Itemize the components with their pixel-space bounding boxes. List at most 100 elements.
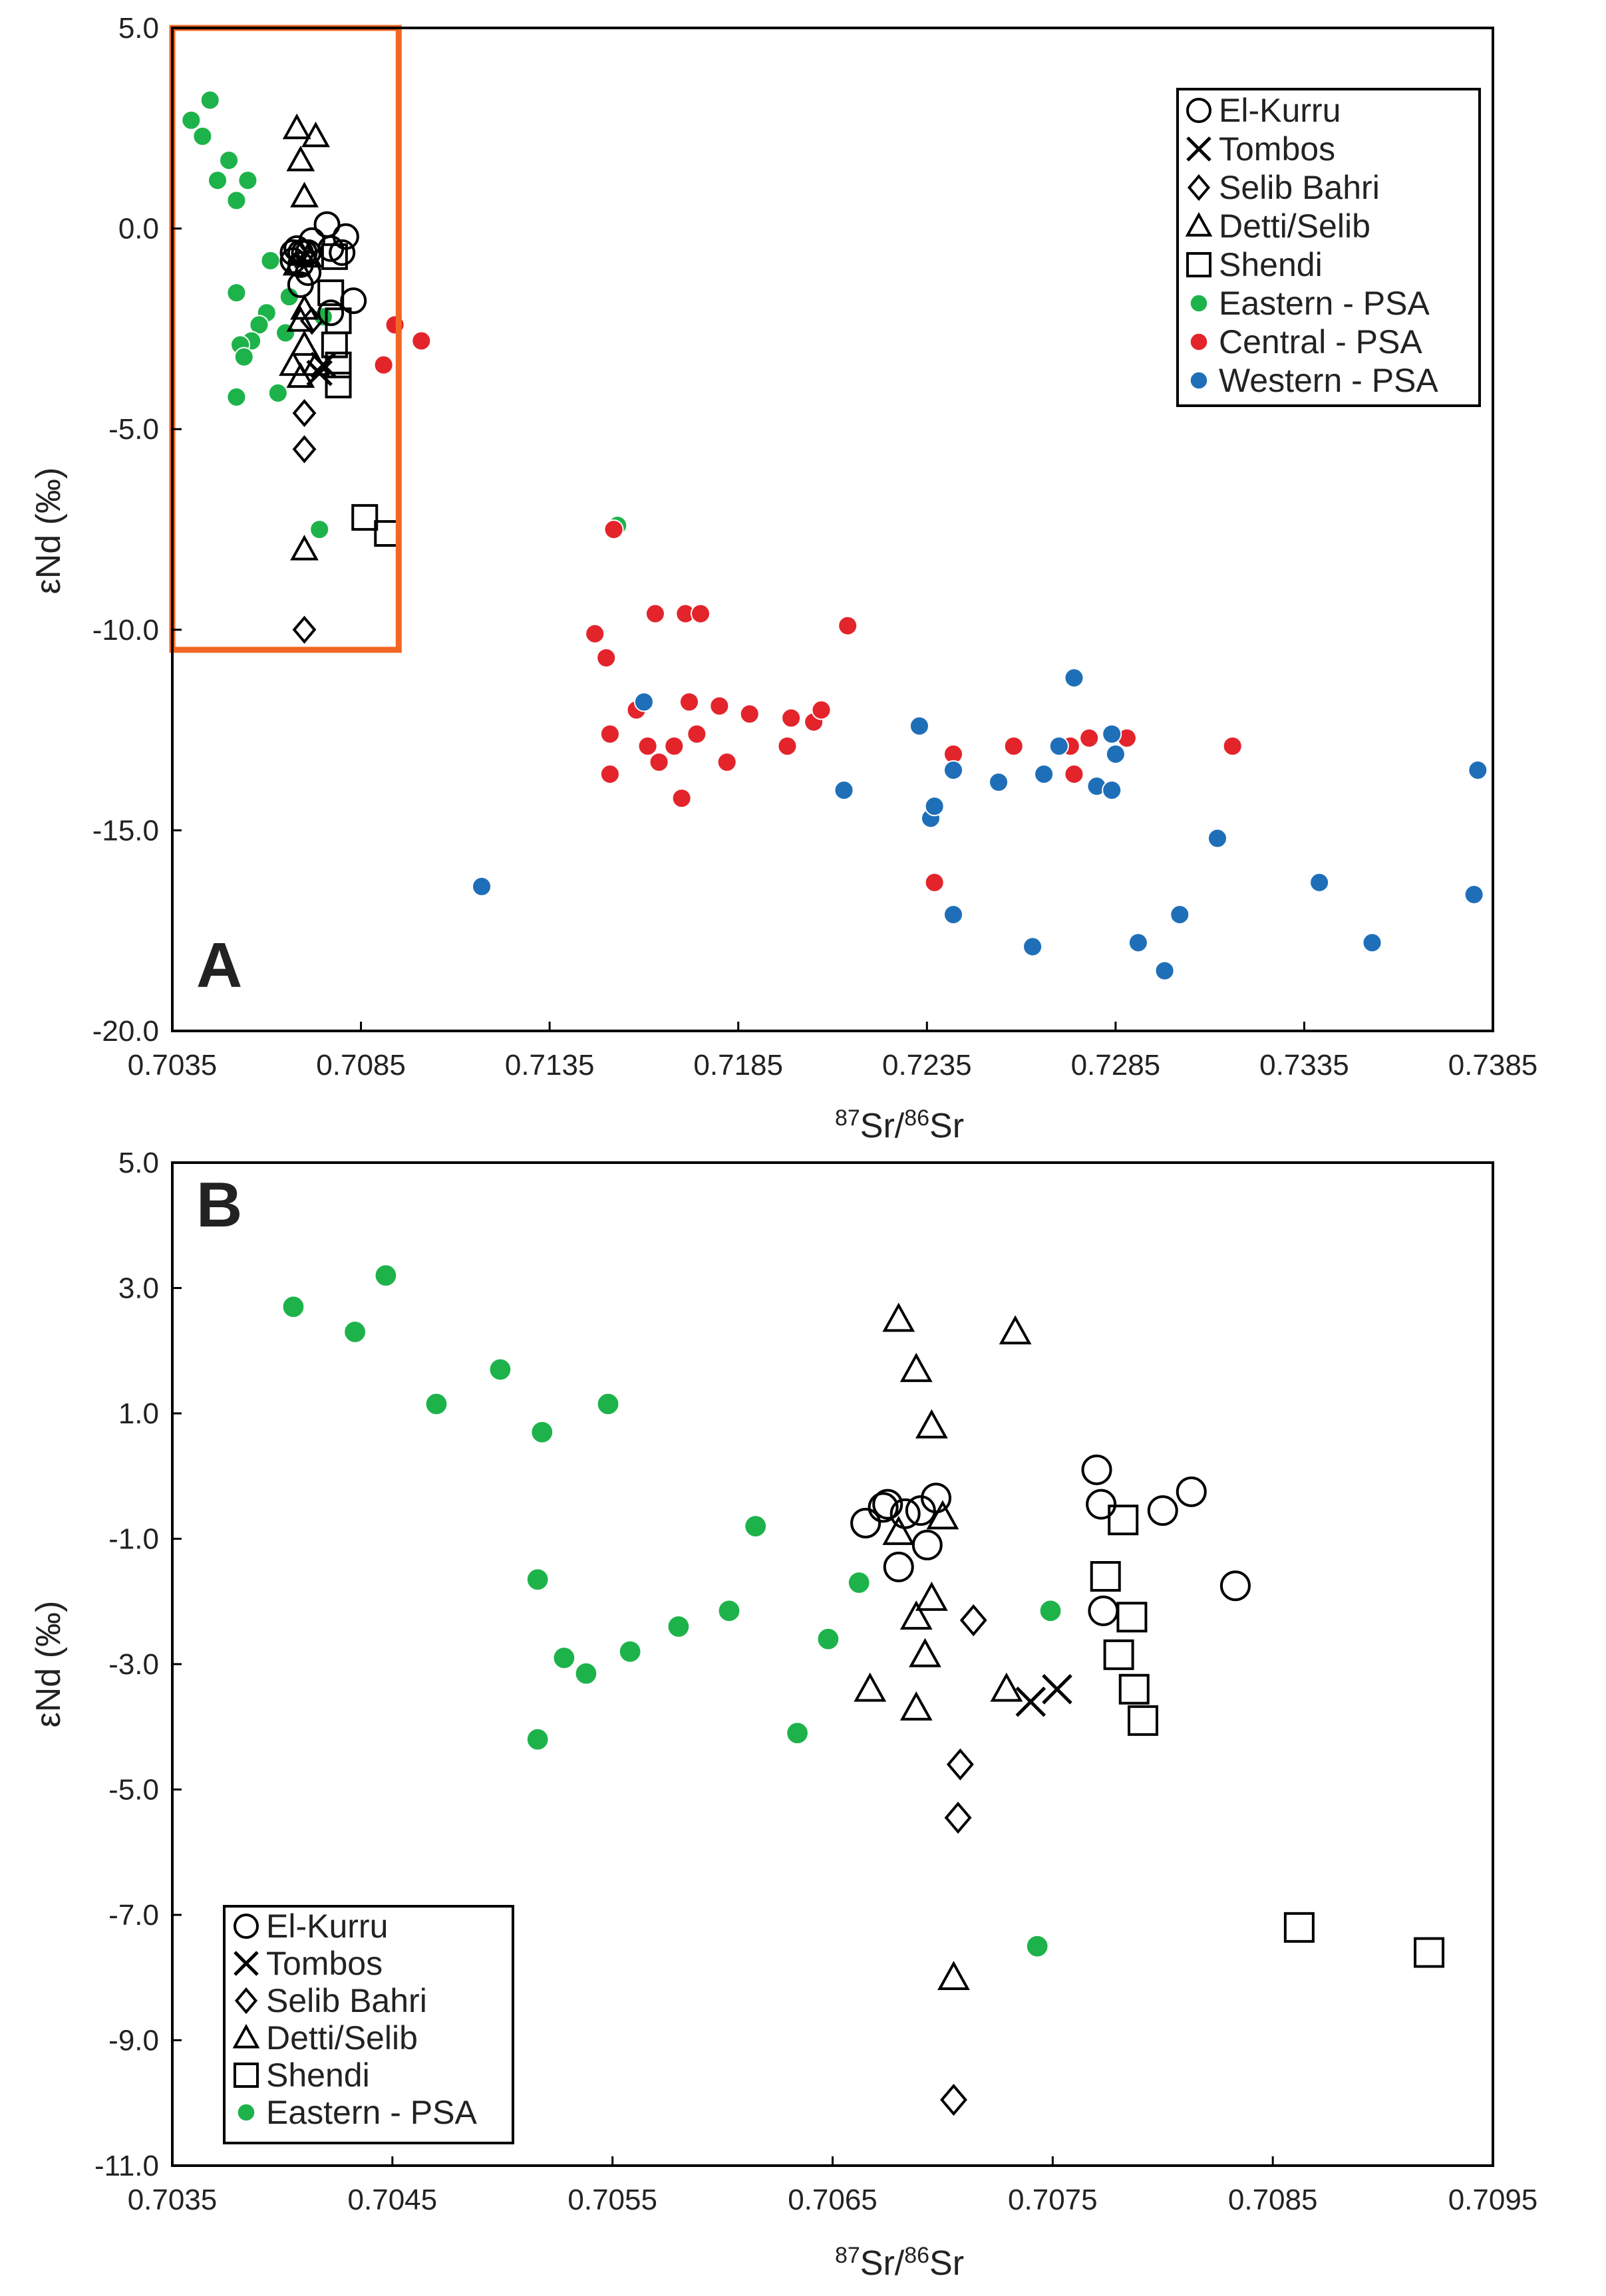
x-tick-label: 0.7285 bbox=[1071, 1049, 1161, 1081]
panel-b-marks bbox=[281, 1264, 1445, 2116]
point-detti-selib bbox=[854, 1672, 887, 1702]
point-western-psa bbox=[943, 760, 964, 780]
point-western-psa bbox=[1105, 744, 1126, 764]
series-detti-selib bbox=[854, 1302, 1032, 1991]
legend-marker-eastern-psa bbox=[236, 2102, 256, 2122]
legend-marker-tombos bbox=[234, 1951, 259, 1976]
legend-marker-detti-selib bbox=[232, 2023, 260, 2049]
legend-label-selib-bahri: Selib Bahri bbox=[1219, 169, 1380, 206]
point-eastern-psa bbox=[552, 1646, 576, 1669]
point-eastern-psa bbox=[234, 347, 254, 367]
point-shendi bbox=[325, 371, 352, 398]
panel-a-marks bbox=[181, 90, 1488, 981]
point-detti-selib bbox=[286, 145, 315, 172]
point-eastern-psa bbox=[1039, 1599, 1062, 1623]
point-shendi bbox=[351, 503, 379, 531]
point-el-kurru bbox=[1086, 1489, 1117, 1520]
x-tick-label: 0.7045 bbox=[348, 2184, 438, 2216]
x-tick-label: 0.7085 bbox=[316, 1049, 406, 1081]
x-tick-label: 0.7075 bbox=[1008, 2184, 1098, 2216]
point-central-psa bbox=[596, 647, 617, 668]
point-detti-selib bbox=[899, 1352, 933, 1382]
point-shendi bbox=[1103, 1639, 1134, 1670]
point-detti-selib bbox=[937, 1961, 970, 1991]
point-detti-selib bbox=[882, 1515, 915, 1545]
point-eastern-psa bbox=[249, 315, 269, 335]
y-tick-label: -9.0 bbox=[108, 2025, 159, 2057]
x-tick-label: 0.7385 bbox=[1448, 1049, 1538, 1081]
point-western-psa bbox=[1362, 933, 1382, 953]
point-el-kurru bbox=[872, 1489, 903, 1520]
point-selib-bahri bbox=[292, 398, 317, 428]
panel-b-letter: B bbox=[196, 1169, 242, 1240]
panel-b-legend-box bbox=[223, 1905, 514, 2144]
x-tick-label: 0.7055 bbox=[567, 2184, 657, 2216]
point-shendi bbox=[1283, 1912, 1315, 1943]
panel-a-xlabel: 87Sr/86Sr bbox=[835, 1105, 964, 1145]
point-central-psa bbox=[603, 519, 624, 540]
legend-label-selib-bahri: Selib Bahri bbox=[266, 1982, 427, 2019]
point-western-psa bbox=[1207, 828, 1228, 849]
point-el-kurru bbox=[905, 1495, 936, 1526]
point-central-psa bbox=[717, 752, 737, 772]
point-el-kurru bbox=[850, 1507, 882, 1538]
point-el-kurru bbox=[1081, 1454, 1112, 1485]
point-eastern-psa bbox=[816, 1627, 840, 1651]
point-central-psa bbox=[664, 736, 685, 756]
legend-marker-western-psa bbox=[1189, 370, 1209, 390]
legend-label-tombos: Tombos bbox=[1219, 130, 1335, 168]
point-western-psa bbox=[1102, 724, 1122, 744]
point-western-psa bbox=[472, 876, 492, 897]
y-tick-label: -5.0 bbox=[108, 413, 159, 446]
y-tick-label: -10.0 bbox=[92, 614, 159, 646]
point-central-psa bbox=[1064, 764, 1084, 784]
point-central-psa bbox=[1079, 728, 1100, 748]
y-tick-label: 5.0 bbox=[118, 12, 159, 45]
point-detti-selib bbox=[282, 113, 311, 140]
y-tick-label: 1.0 bbox=[118, 1397, 159, 1430]
point-eastern-psa bbox=[226, 386, 247, 407]
point-western-psa bbox=[1023, 936, 1043, 957]
point-eastern-psa bbox=[596, 1392, 620, 1416]
y-tick-label: -1.0 bbox=[108, 1523, 159, 1556]
legend-label-detti-selib: Detti/Selib bbox=[1219, 208, 1370, 245]
point-shendi bbox=[1127, 1705, 1158, 1736]
legend-marker-selib-bahri bbox=[1187, 174, 1211, 202]
point-western-psa bbox=[834, 780, 854, 801]
point-western-psa bbox=[1064, 668, 1084, 688]
series-detti-selib bbox=[279, 113, 330, 561]
y-tick-label: -15.0 bbox=[92, 814, 159, 847]
point-western-psa bbox=[943, 905, 964, 925]
point-eastern-psa bbox=[267, 382, 288, 403]
point-western-psa bbox=[1170, 905, 1190, 925]
point-central-psa bbox=[709, 696, 730, 716]
legend-marker-el-kurru bbox=[1186, 98, 1211, 123]
point-tombos bbox=[1042, 1673, 1072, 1705]
point-el-kurru bbox=[868, 1492, 899, 1523]
point-central-psa bbox=[599, 764, 620, 784]
panel-b-xlabel: 87Sr/86Sr bbox=[835, 2243, 964, 2283]
point-detti-selib bbox=[882, 1302, 915, 1332]
point-western-psa bbox=[989, 772, 1009, 793]
point-selib-bahri bbox=[946, 1748, 974, 1781]
x-tick-label: 0.7185 bbox=[693, 1049, 783, 1081]
legend-marker-central-psa bbox=[1189, 332, 1209, 352]
series-shendi bbox=[317, 243, 401, 547]
point-central-psa bbox=[1003, 736, 1024, 756]
y-tick-label: -5.0 bbox=[108, 1774, 159, 1806]
legend-marker-shendi bbox=[1186, 252, 1211, 277]
y-tick-label: -7.0 bbox=[108, 1899, 159, 1932]
point-western-psa bbox=[1309, 872, 1330, 893]
point-eastern-psa bbox=[219, 150, 240, 171]
series-shendi bbox=[1090, 1505, 1445, 1968]
series-el-kurru bbox=[850, 1454, 1251, 1626]
point-eastern-psa bbox=[226, 283, 247, 303]
point-eastern-psa bbox=[786, 1721, 809, 1745]
point-central-psa bbox=[739, 704, 760, 724]
point-central-psa bbox=[585, 623, 605, 644]
point-el-kurru bbox=[329, 239, 356, 266]
y-tick-label: -3.0 bbox=[108, 1648, 159, 1681]
point-central-psa bbox=[1222, 736, 1243, 756]
